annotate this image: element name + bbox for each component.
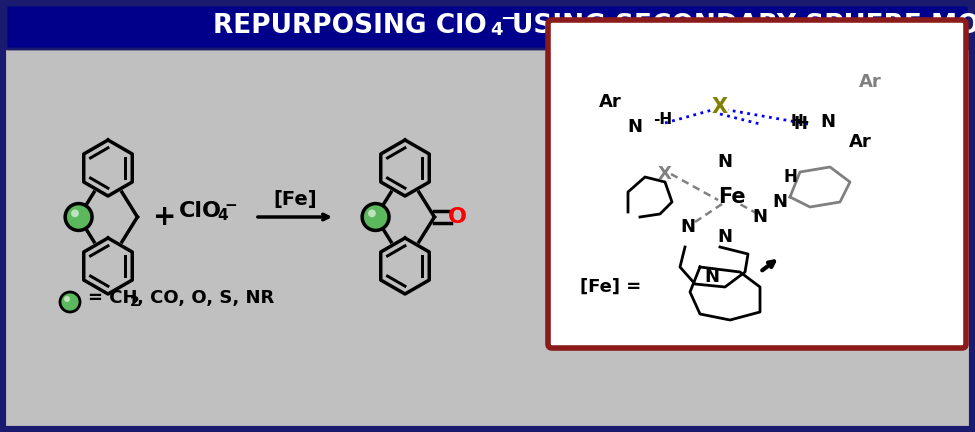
- Text: N: N: [820, 113, 835, 131]
- Text: H-: H-: [791, 114, 810, 130]
- Circle shape: [368, 210, 376, 217]
- Text: 4: 4: [217, 209, 227, 223]
- Circle shape: [362, 203, 389, 230]
- Text: Ar: Ar: [599, 93, 621, 111]
- Text: H: H: [783, 168, 797, 186]
- FancyBboxPatch shape: [4, 4, 971, 428]
- Text: N: N: [681, 218, 695, 236]
- Text: 2: 2: [130, 295, 139, 309]
- Text: , CO, O, S, NR: , CO, O, S, NR: [137, 289, 274, 307]
- Text: 4: 4: [490, 21, 502, 39]
- Circle shape: [71, 210, 79, 217]
- Text: H: H: [793, 115, 807, 133]
- Text: +: +: [153, 203, 176, 231]
- Text: −: −: [224, 197, 237, 213]
- Text: O: O: [448, 207, 466, 227]
- Text: Ar: Ar: [848, 133, 872, 151]
- Text: N: N: [718, 153, 732, 171]
- Text: N: N: [772, 193, 788, 211]
- Circle shape: [60, 292, 80, 312]
- Circle shape: [65, 203, 92, 230]
- Text: [Fe] =: [Fe] =: [580, 278, 642, 296]
- Text: REPURPOSING ClO: REPURPOSING ClO: [214, 13, 487, 39]
- Text: N: N: [705, 268, 720, 286]
- Text: N: N: [718, 228, 732, 246]
- Text: N: N: [628, 118, 643, 136]
- Text: USING SECONDARY SPHERE MODIFICATIONS: USING SECONDARY SPHERE MODIFICATIONS: [512, 13, 975, 39]
- Circle shape: [64, 296, 70, 302]
- FancyBboxPatch shape: [548, 20, 966, 348]
- Text: -H: -H: [653, 112, 672, 127]
- Text: Ar: Ar: [859, 73, 881, 91]
- Text: X: X: [658, 165, 672, 183]
- Text: −: −: [500, 10, 515, 28]
- Text: ClO: ClO: [178, 201, 221, 221]
- FancyBboxPatch shape: [6, 5, 969, 49]
- Text: N: N: [753, 208, 767, 226]
- Text: [Fe]: [Fe]: [273, 190, 317, 209]
- Text: X: X: [712, 97, 728, 117]
- Text: Fe: Fe: [719, 187, 746, 207]
- Text: = CH: = CH: [88, 289, 137, 307]
